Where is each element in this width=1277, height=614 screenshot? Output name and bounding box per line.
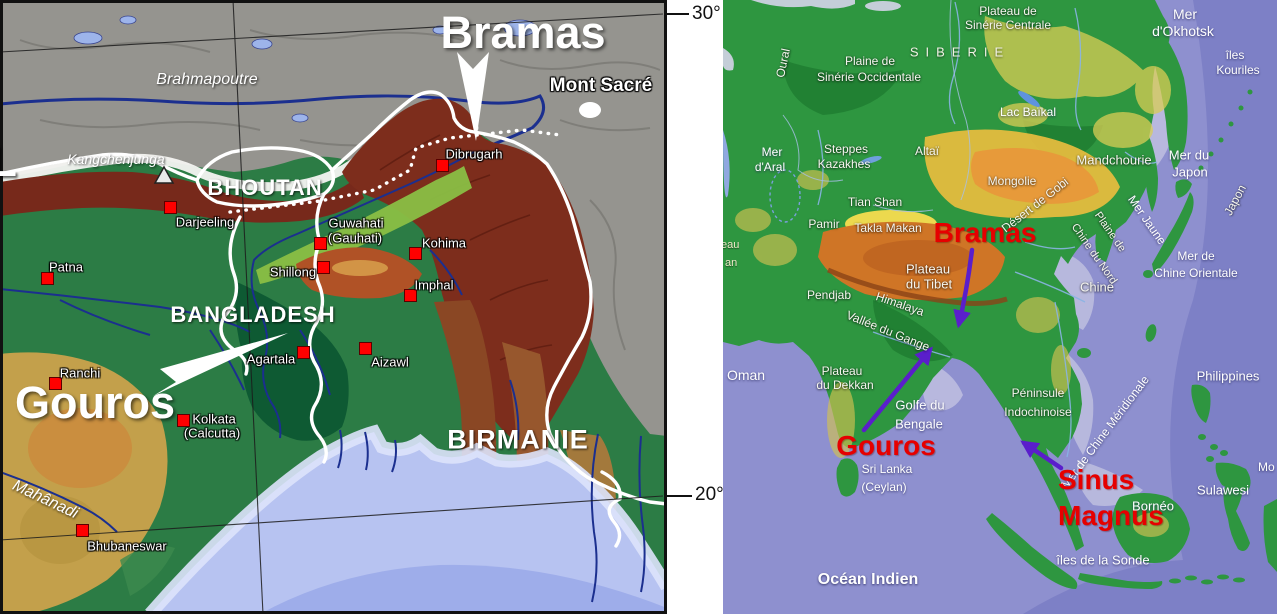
city-marker-imphal: [404, 289, 417, 302]
city-marker-bhubaneswar: [76, 524, 89, 537]
aral-sea-outline: [769, 169, 801, 223]
city-marker-guwahati: [314, 237, 327, 250]
bramas-arrow: [457, 52, 489, 141]
city-marker-patna: [41, 272, 54, 285]
edge-cut-letter: L: [0, 137, 17, 186]
map-frame: [0, 0, 667, 614]
brahmaputra-river: [0, 94, 546, 154]
tibet-lakes: [73, 15, 537, 123]
sulawesi-island: [1223, 477, 1250, 551]
latitude-label-20: 20°: [695, 484, 724, 505]
right-map-terrain: [723, 0, 1277, 614]
gouros-pointer-arrow: [861, 346, 933, 433]
sri-lanka-island: [836, 458, 859, 497]
city-marker-dibrugarh: [436, 159, 449, 172]
java: [1078, 573, 1163, 589]
city-marker-agartala: [297, 346, 310, 359]
annotation-sinus-line2: Magnus: [1058, 500, 1164, 531]
label-edge-fragment-an: an: [725, 257, 738, 269]
country-borders: [0, 90, 667, 548]
mont-sacre-dot: [579, 102, 601, 118]
latitude-tick-20: [666, 495, 692, 497]
city-marker-kohima: [409, 247, 422, 260]
latitude-tick-30: [666, 13, 689, 15]
bay-of-bengal: [150, 432, 667, 614]
annotation-arrows: [861, 247, 1064, 471]
lesser-sunda-islands: [1169, 574, 1245, 585]
city-marker-darjeeling: [164, 201, 177, 214]
city-marker-shillong: [317, 261, 330, 274]
label-edge-fragment-mo: Mo: [1258, 460, 1275, 474]
right-asia-map: Plateau de Sinérie Centrale Mer d'Okhots…: [723, 0, 1277, 614]
luzon-island: [1191, 384, 1211, 423]
rivers: [0, 151, 646, 603]
kangchenjunga-peak-icon: [153, 165, 175, 184]
lake-baikal: [1018, 91, 1040, 107]
dotted-border: [228, 128, 562, 214]
sumatra: [986, 513, 1078, 589]
label-edge-fragment-eau: eau: [723, 239, 740, 251]
latitude-label-30: 30°: [692, 3, 721, 24]
gouros-arrow: [153, 333, 288, 396]
annotation-sinus-line1: Sinus: [1058, 464, 1135, 495]
city-marker-kolkata: [177, 414, 190, 427]
kouriles-islands: [1198, 89, 1253, 171]
mindanao-island: [1215, 462, 1251, 492]
sinus-magnus-pointer-arrow: [1020, 440, 1064, 471]
bramas-pointer-arrow: [953, 247, 975, 329]
left-map-terrain: [0, 0, 667, 614]
graticule-lines: [0, 0, 664, 614]
left-topographic-map: Bramas Gouros Mont Sacré BHOUTAN BANGLAD…: [0, 0, 667, 614]
city-marker-ranchi: [49, 377, 62, 390]
city-marker-aizawl: [359, 342, 372, 355]
